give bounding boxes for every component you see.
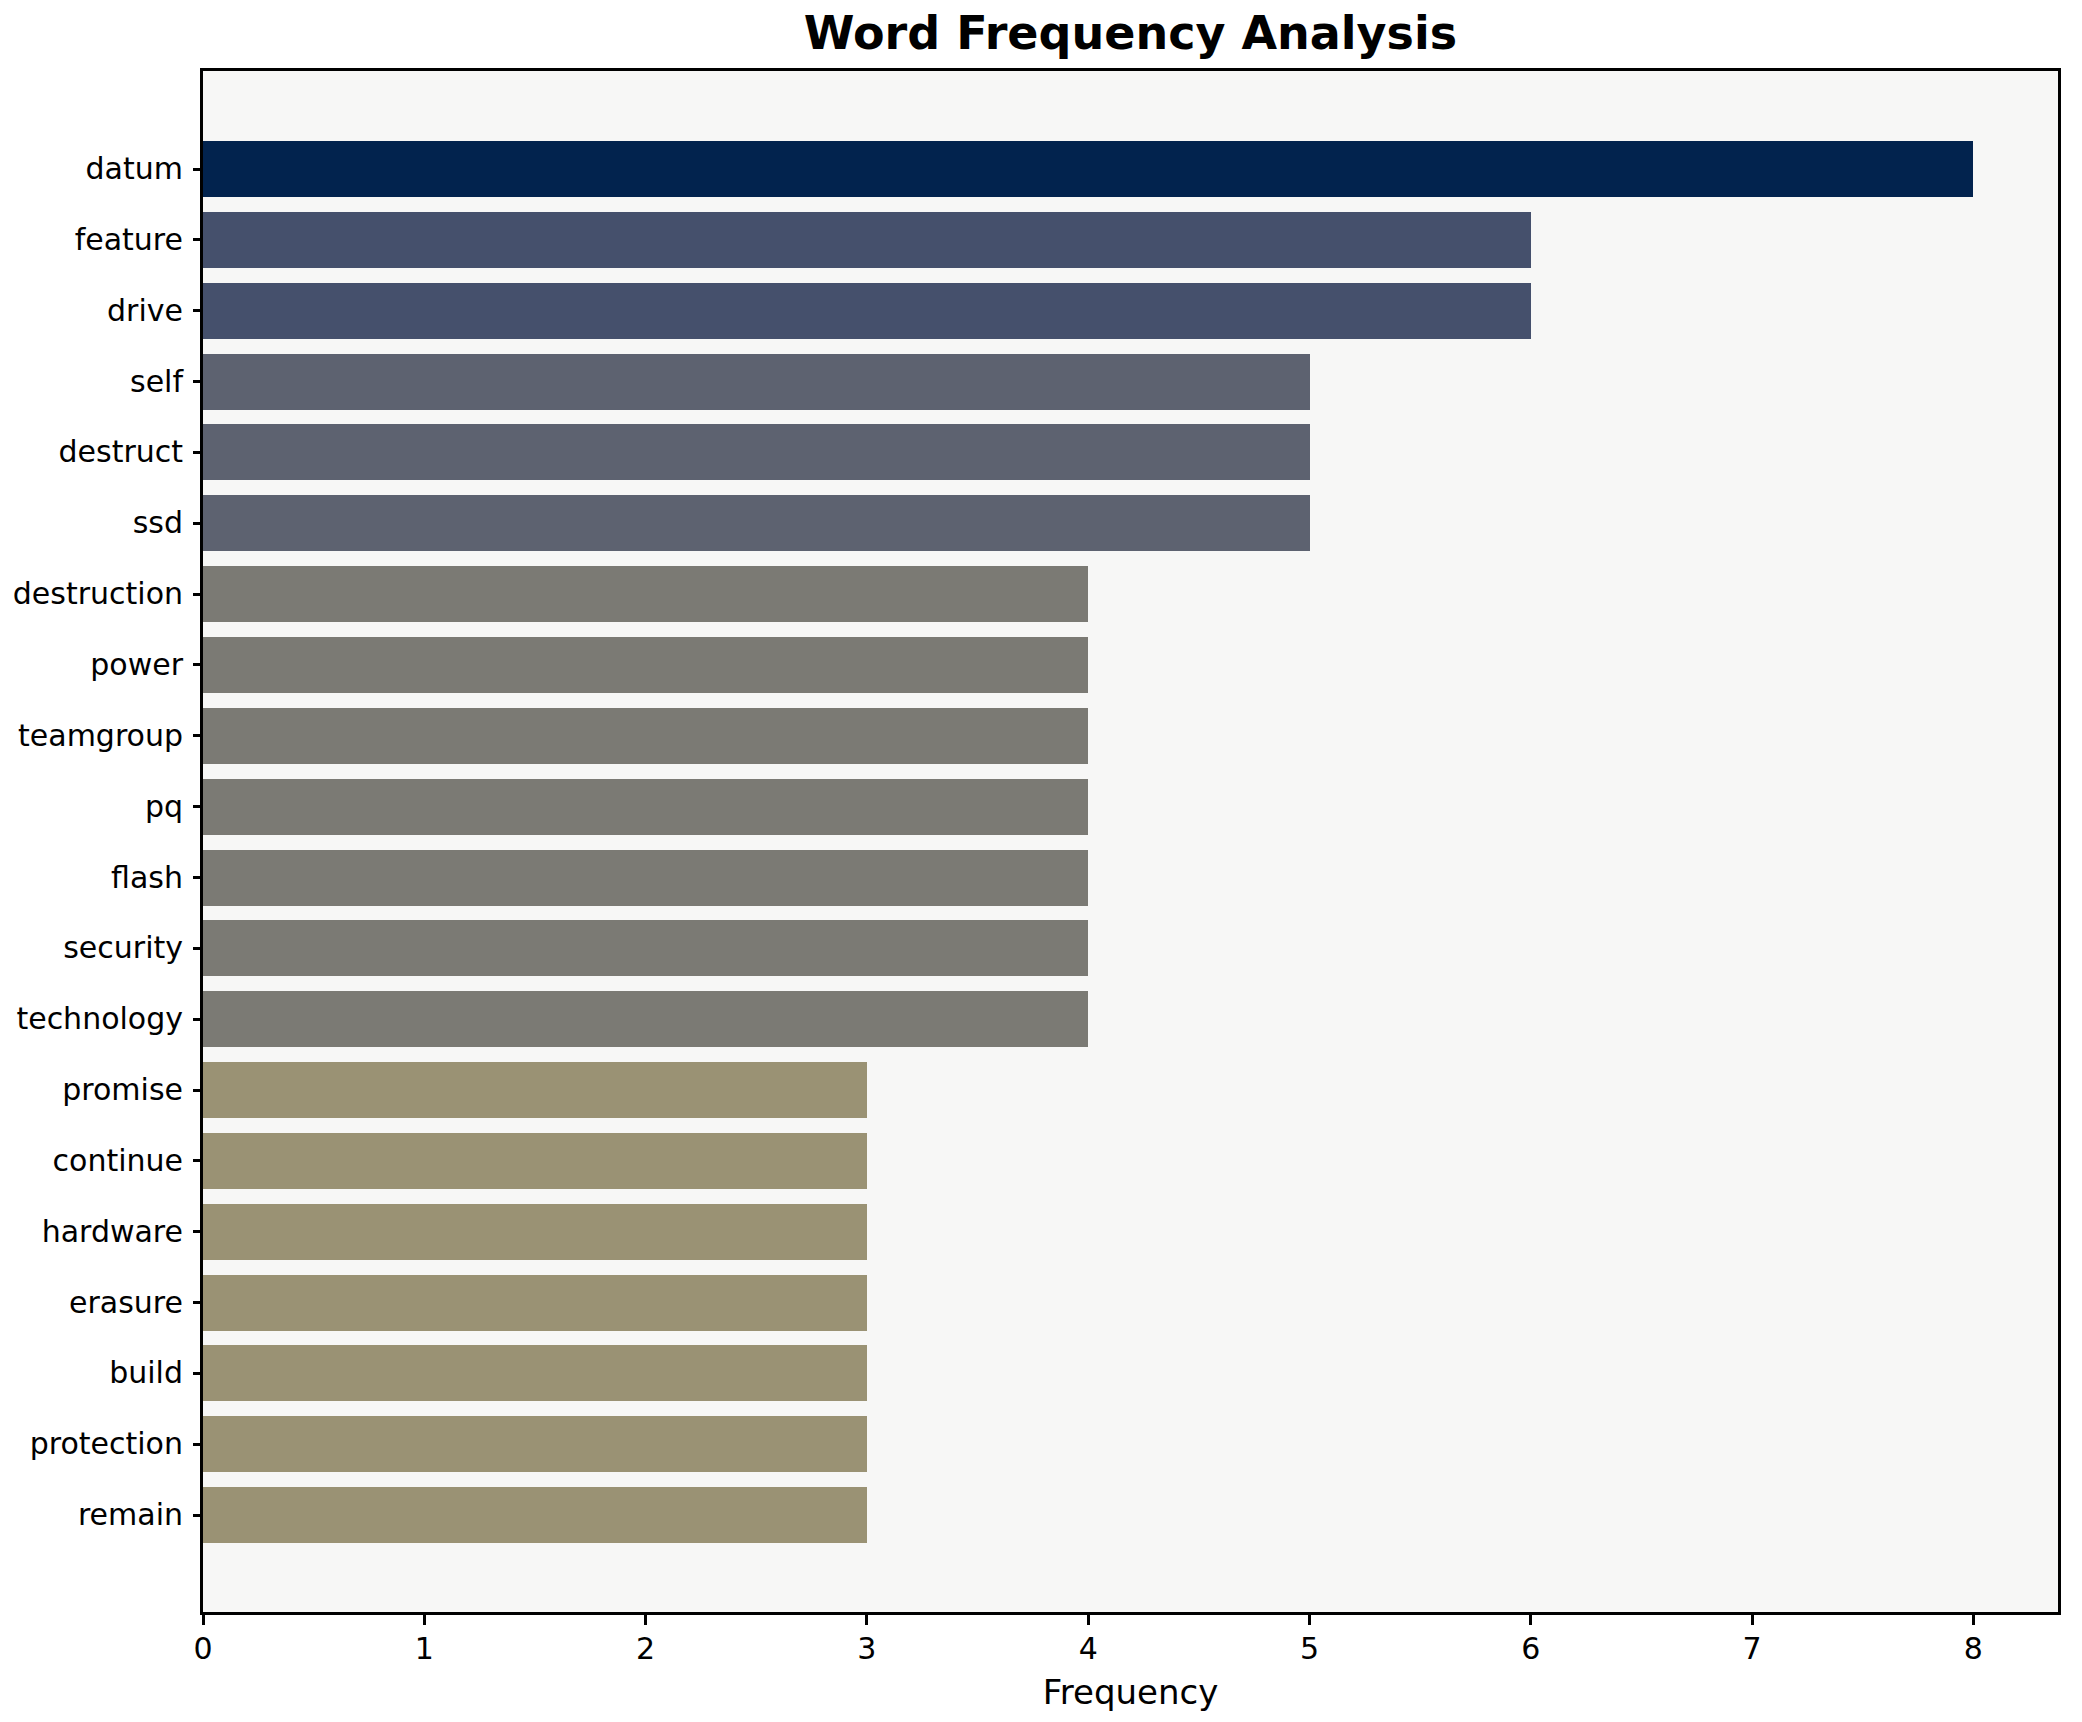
y-tick-mark bbox=[193, 380, 203, 383]
bar-promise bbox=[203, 1062, 867, 1118]
bar-flash bbox=[203, 850, 1088, 906]
y-tick-mark bbox=[193, 1018, 203, 1021]
bar-remain bbox=[203, 1487, 867, 1543]
y-tick-mark bbox=[193, 1230, 203, 1233]
bar-feature bbox=[203, 212, 1531, 268]
y-tick-label-feature: feature bbox=[0, 225, 183, 255]
x-tick-label-8: 8 bbox=[1933, 1634, 2013, 1664]
x-axis-label: Frequency bbox=[203, 1672, 2058, 1712]
y-tick-mark bbox=[193, 309, 203, 312]
y-tick-label-destruction: destruction bbox=[0, 579, 183, 609]
y-tick-label-erasure: erasure bbox=[0, 1288, 183, 1318]
y-tick-label-destruct: destruct bbox=[0, 437, 183, 467]
bar-build bbox=[203, 1345, 867, 1401]
word-frequency-chart: Word Frequency Analysis datum feature driv… bbox=[0, 0, 2082, 1722]
y-tick-label-remain: remain bbox=[0, 1500, 183, 1530]
x-tick-label-0: 0 bbox=[163, 1634, 243, 1664]
y-tick-label-continue: continue bbox=[0, 1146, 183, 1176]
x-tick-label-3: 3 bbox=[827, 1634, 907, 1664]
x-tick-mark bbox=[1087, 1612, 1090, 1625]
y-tick-mark bbox=[193, 734, 203, 737]
x-tick-mark bbox=[644, 1612, 647, 1625]
y-tick-mark bbox=[193, 876, 203, 879]
bar-self bbox=[203, 354, 1310, 410]
bar-drive bbox=[203, 283, 1531, 339]
bar-ssd bbox=[203, 495, 1310, 551]
bar-security bbox=[203, 920, 1088, 976]
bar-erasure bbox=[203, 1275, 867, 1331]
x-tick-label-2: 2 bbox=[606, 1634, 686, 1664]
y-tick-mark bbox=[193, 1301, 203, 1304]
y-tick-mark bbox=[193, 593, 203, 596]
y-tick-label-hardware: hardware bbox=[0, 1217, 183, 1247]
y-tick-mark bbox=[193, 238, 203, 241]
y-tick-label-drive: drive bbox=[0, 296, 183, 326]
bar-protection bbox=[203, 1416, 867, 1472]
y-tick-mark bbox=[193, 1159, 203, 1162]
chart-title: Word Frequency Analysis bbox=[203, 6, 2058, 60]
y-tick-mark bbox=[193, 1443, 203, 1446]
x-tick-mark bbox=[423, 1612, 426, 1625]
y-tick-mark bbox=[193, 451, 203, 454]
y-tick-label-self: self bbox=[0, 367, 183, 397]
bar-hardware bbox=[203, 1204, 867, 1260]
x-tick-label-6: 6 bbox=[1491, 1634, 1571, 1664]
y-tick-label-build: build bbox=[0, 1358, 183, 1388]
y-tick-mark bbox=[193, 168, 203, 171]
y-tick-label-promise: promise bbox=[0, 1075, 183, 1105]
x-tick-label-7: 7 bbox=[1712, 1634, 1792, 1664]
bar-teamgroup bbox=[203, 708, 1088, 764]
bar-pq bbox=[203, 779, 1088, 835]
x-tick-mark bbox=[202, 1612, 205, 1625]
y-tick-mark bbox=[193, 1372, 203, 1375]
bar-continue bbox=[203, 1133, 867, 1189]
x-tick-label-1: 1 bbox=[384, 1634, 464, 1664]
y-tick-label-protection: protection bbox=[0, 1429, 183, 1459]
bar-destruction bbox=[203, 566, 1088, 622]
y-tick-label-teamgroup: teamgroup bbox=[0, 721, 183, 751]
y-tick-label-ssd: ssd bbox=[0, 508, 183, 538]
x-tick-mark bbox=[1972, 1612, 1975, 1625]
bar-datum bbox=[203, 141, 1973, 197]
y-tick-label-pq: pq bbox=[0, 792, 183, 822]
y-tick-label-security: security bbox=[0, 933, 183, 963]
y-tick-mark bbox=[193, 1514, 203, 1517]
x-tick-mark bbox=[865, 1612, 868, 1625]
x-tick-label-4: 4 bbox=[1048, 1634, 1128, 1664]
y-tick-label-technology: technology bbox=[0, 1004, 183, 1034]
x-tick-mark bbox=[1308, 1612, 1311, 1625]
y-tick-label-power: power bbox=[0, 650, 183, 680]
y-tick-mark bbox=[193, 805, 203, 808]
y-tick-mark bbox=[193, 522, 203, 525]
y-tick-mark bbox=[193, 947, 203, 950]
y-tick-label-flash: flash bbox=[0, 863, 183, 893]
bar-destruct bbox=[203, 424, 1310, 480]
y-tick-mark bbox=[193, 1089, 203, 1092]
x-tick-label-5: 5 bbox=[1270, 1634, 1350, 1664]
bar-power bbox=[203, 637, 1088, 693]
bar-technology bbox=[203, 991, 1088, 1047]
y-tick-mark bbox=[193, 663, 203, 666]
x-tick-mark bbox=[1751, 1612, 1754, 1625]
x-tick-mark bbox=[1529, 1612, 1532, 1625]
y-tick-label-datum: datum bbox=[0, 154, 183, 184]
